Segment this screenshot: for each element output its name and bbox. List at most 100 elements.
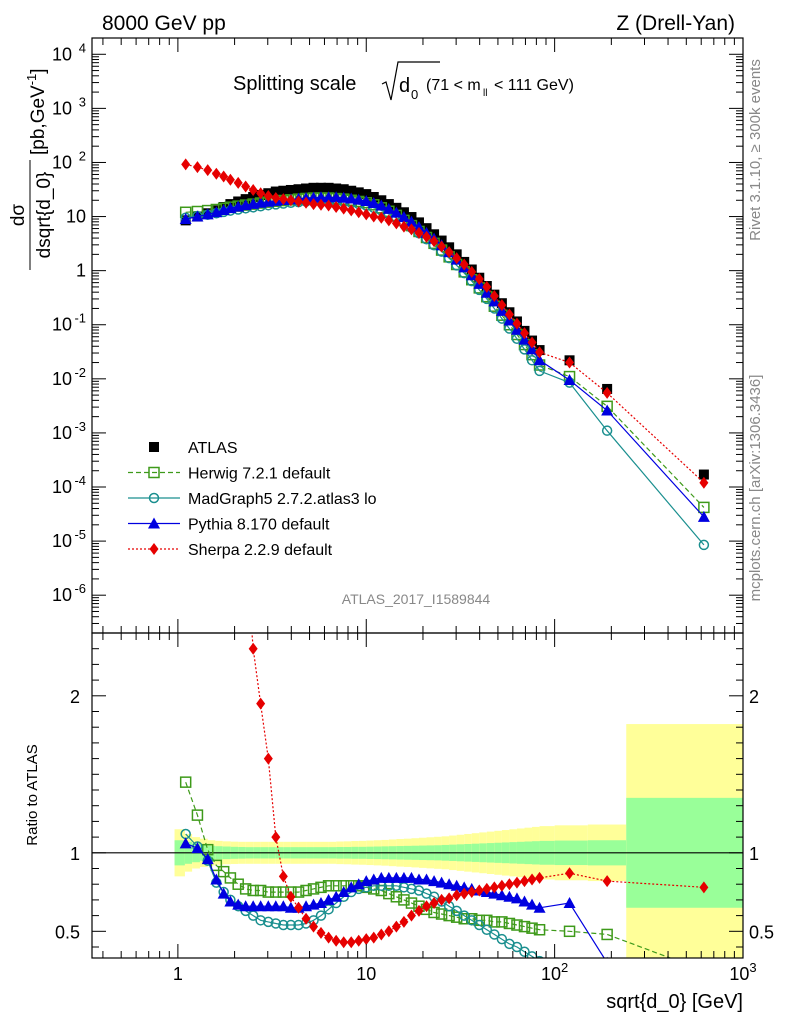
- title-range: (71 < m: [426, 77, 481, 94]
- legend-label-3: Pythia 8.170 default: [188, 517, 330, 534]
- madgraph-ratio-point-10: [263, 916, 274, 928]
- sherpa-ratio-point-16: [309, 920, 319, 933]
- madgraph-ratio-point-29: [406, 883, 417, 895]
- atlas-point-19: [331, 183, 342, 194]
- madgraph-ratio-point-46: [535, 955, 544, 958]
- y-tick-label-sup-8: 2: [79, 148, 86, 163]
- pythia-ratio-point-41: [495, 889, 508, 901]
- sherpa-ratio-point-14: [294, 901, 304, 914]
- y-tick-label-4: 10: [52, 369, 72, 389]
- madgraph-ratio-point-17: [315, 910, 327, 921]
- title-range-end: < 111 GeV): [494, 77, 574, 94]
- pythia-ratio-point-30: [412, 873, 425, 885]
- x-tick-label-1: 10: [356, 964, 376, 984]
- sherpa-ratio-point-33: [437, 893, 447, 906]
- ylabel-unit-main: [pb,GeV: [28, 85, 49, 155]
- sherpa-main-point-41: [497, 299, 507, 312]
- pythia-main-point-48: [601, 404, 614, 416]
- sherpa-ratio-point-15: [301, 912, 311, 925]
- pythia-ratio-point-20: [337, 886, 350, 898]
- sherpa-main-point-12: [278, 193, 288, 206]
- ratio-y-tick-label-l-1: 1: [70, 844, 80, 864]
- atlas-point-16: [308, 182, 319, 193]
- madgraph-ratio-point-12: [278, 919, 289, 931]
- herwig-ratio-point-15: [300, 884, 312, 897]
- sherpa-main-point-33: [437, 240, 447, 253]
- sherpa-main-point-7: [241, 180, 251, 193]
- sherpa-ratio-point-25: [376, 928, 386, 941]
- sherpa-main-point-0: [181, 158, 191, 171]
- pythia-main-point-2: [201, 208, 214, 220]
- pythia-main-point-28: [397, 211, 410, 223]
- sherpa-ratio-point-23: [361, 933, 371, 946]
- sherpa-ratio-point-24: [369, 931, 379, 944]
- pythia-main-point-49: [697, 510, 710, 522]
- pythia-ratio-point-4: [217, 887, 230, 899]
- sherpa-main-point-37: [467, 265, 477, 278]
- sherpa-ratio-point-46: [535, 871, 545, 884]
- madgraph-ratio-point-36: [458, 910, 470, 921]
- sherpa-ratio-point-42: [504, 878, 514, 891]
- legend-label-4: Sherpa 2.2.9 default: [188, 542, 333, 559]
- herwig-ratio-point-3: [210, 859, 223, 872]
- sherpa-main-point-21: [346, 204, 356, 217]
- legend-marker-0: [149, 442, 159, 452]
- herwig-ratio-point-16: [307, 883, 320, 895]
- pythia-ratio-point-6: [232, 898, 245, 910]
- madgraph-main-point-49: [698, 539, 710, 551]
- pythia-main-point-46: [533, 354, 546, 366]
- ratio-uncertainty-bands: [92, 724, 743, 958]
- pythia-ratio-point-35: [450, 879, 463, 891]
- sherpa-ratio-point-18: [324, 931, 334, 944]
- sherpa-main-point-29: [406, 223, 416, 236]
- pythia-ratio-point-44: [518, 895, 531, 907]
- herwig-ratio-point-7: [239, 883, 252, 895]
- sherpa-main-point-46: [535, 346, 545, 359]
- sherpa-main-point-24: [369, 210, 379, 223]
- pythia-main-point-29: [405, 215, 418, 227]
- madgraph-ratio-point-43: [511, 941, 523, 953]
- pythia-main-point-25: [375, 199, 388, 211]
- pythia-ratio-point-45: [526, 898, 539, 910]
- sherpa-ratio-point-9: [256, 697, 266, 710]
- herwig-ratio-point-45: [526, 922, 538, 934]
- x-tick-label-base-1: 10: [356, 964, 376, 984]
- madgraph-ratio-point-9: [255, 915, 266, 926]
- sherpa-ratio-point-47: [565, 867, 575, 880]
- pythia-ratio-point-46: [533, 901, 546, 913]
- herwig-ratio-point-42: [503, 917, 516, 930]
- herwig-ratio-point-0: [179, 776, 192, 788]
- herwig-ratio-point-9: [254, 884, 267, 897]
- sherpa-ratio-point-40: [489, 881, 499, 894]
- y-tick-label-sup-2: -4: [74, 473, 86, 488]
- sherpa-ratio-point-36: [459, 887, 469, 900]
- pythia-ratio-point-25: [375, 871, 388, 883]
- ylabel-numerator: dσ: [8, 204, 29, 227]
- sherpa-ratio-point-19: [331, 934, 341, 947]
- sherpa-main-point-40: [489, 289, 499, 302]
- title-symbol: d: [399, 75, 410, 97]
- pythia-ratio-point-13: [284, 901, 297, 913]
- pythia-ratio-point-12: [277, 900, 290, 912]
- watermark: ATLAS_2017_I1589844: [342, 591, 491, 607]
- x-tick-label-base-0: 1: [173, 964, 183, 984]
- pythia-ratio-point-28: [397, 871, 410, 883]
- sherpa-main-point-47: [565, 356, 575, 369]
- madgraph-ratio-point-39: [481, 924, 493, 935]
- sherpa-ratio-point-31: [422, 900, 432, 913]
- x-tick-label-3: 103: [729, 960, 756, 984]
- atlas-point-17: [315, 182, 326, 193]
- y-tick-label-6: 1: [76, 261, 86, 281]
- herwig-ratio-point-12: [277, 886, 290, 898]
- sherpa-ratio-point-17: [316, 926, 326, 939]
- pythia-ratio-point-26: [382, 871, 395, 883]
- y-tick-label-2: 10: [52, 477, 72, 497]
- sherpa-main-point-13: [286, 194, 296, 207]
- sherpa-main-point-10: [263, 189, 273, 202]
- herwig-ratio-point-11: [270, 886, 282, 898]
- ylabel-unit-end: ]: [28, 68, 49, 73]
- title-range-sub: ll: [483, 88, 487, 99]
- madgraph-ratio-point-40: [489, 929, 500, 940]
- herwig-ratio-point-48: [601, 928, 613, 941]
- sherpa-ratio-point-26: [384, 925, 394, 938]
